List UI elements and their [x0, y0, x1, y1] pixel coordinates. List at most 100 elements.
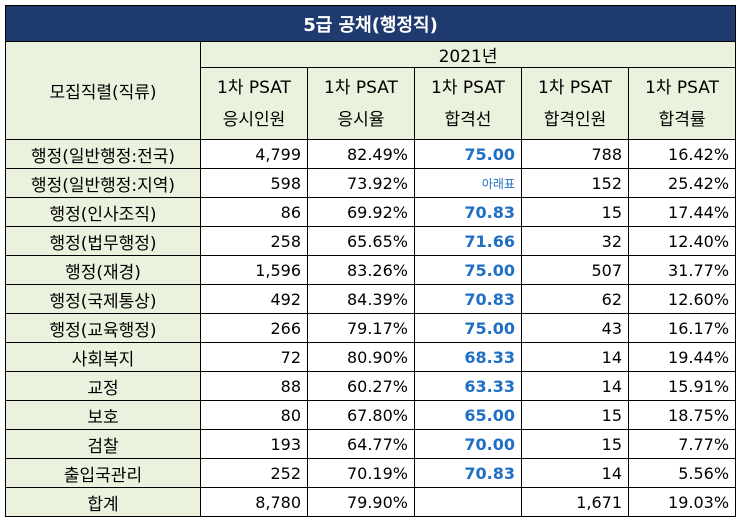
table-row: 행정(국제통상) 492 84.39% 70.83 62 12.60% [5, 284, 737, 314]
cutoff-note-cell: 아래표 [414, 168, 522, 198]
cutoff-cell: 75.00 [414, 313, 522, 343]
passers-cell: 15 [521, 400, 629, 430]
passrate-cell: 12.60% [627, 284, 737, 314]
passers-cell: 32 [521, 226, 629, 256]
cutoff-header-line2: 합격선 [444, 109, 492, 130]
passrate-cell: 18.75% [627, 400, 737, 430]
applicants-cell: 88 [200, 371, 308, 401]
row-label: 교정 [5, 371, 201, 401]
passrate-cell: 19.03% [627, 487, 737, 517]
row-label: 행정(교육행정) [5, 313, 201, 343]
row-label: 행정(일반행정:전국) [5, 139, 201, 169]
table-row: 교정 88 60.27% 63.33 14 15.91% [5, 371, 737, 401]
rate-cell: 82.49% [307, 139, 415, 169]
applicants-cell: 80 [200, 400, 308, 430]
passrate-cell: 16.42% [627, 139, 737, 169]
cutoff-cell [414, 487, 522, 517]
applicants-cell: 72 [200, 342, 308, 372]
passers-header: 1차 PSAT 합격인원 [521, 67, 629, 140]
passers-cell: 15 [521, 429, 629, 459]
passrate-cell: 19.44% [627, 342, 737, 372]
passers-cell: 15 [521, 197, 629, 227]
year-header: 2021년 [199, 41, 737, 68]
rate-header-line1: 1차 PSAT [324, 77, 398, 98]
applicants-header-line1: 1차 PSAT [217, 77, 291, 98]
passers-header-line1: 1차 PSAT [538, 77, 612, 98]
row-label: 보호 [5, 400, 201, 430]
rate-cell: 64.77% [307, 429, 415, 459]
table-row: 행정(일반행정:지역) 598 73.92% 아래표 152 25.42% [5, 168, 737, 198]
applicants-cell: 252 [200, 458, 308, 488]
passrate-header-line1: 1차 PSAT [645, 77, 719, 98]
rate-cell: 70.19% [307, 458, 415, 488]
table-row: 행정(일반행정:전국) 4,799 82.49% 75.00 788 16.42… [5, 139, 737, 169]
row-label: 출입국관리 [5, 458, 201, 488]
applicants-cell: 258 [200, 226, 308, 256]
passrate-cell: 5.56% [627, 458, 737, 488]
rate-cell: 79.17% [307, 313, 415, 343]
table-row: 사회복지 72 80.90% 68.33 14 19.44% [5, 342, 737, 372]
table-title: 5급 공채(행정직) [4, 5, 737, 42]
passers-cell: 507 [521, 255, 629, 285]
table-row: 행정(재경) 1,596 83.26% 75.00 507 31.77% [5, 255, 737, 285]
passers-cell: 152 [521, 168, 629, 198]
passrate-cell: 16.17% [627, 313, 737, 343]
row-label: 행정(인사조직) [5, 197, 201, 227]
table-row: 행정(교육행정) 266 79.17% 75.00 43 16.17% [5, 313, 737, 343]
table-row: 보호 80 67.80% 65.00 15 18.75% [5, 400, 737, 430]
cutoff-cell: 70.83 [414, 197, 522, 227]
passers-cell: 14 [521, 458, 629, 488]
cutoff-cell: 75.00 [414, 255, 522, 285]
passers-cell: 1,671 [521, 487, 629, 517]
passers-cell: 788 [521, 139, 629, 169]
applicants-cell: 492 [200, 284, 308, 314]
applicants-cell: 4,799 [200, 139, 308, 169]
rate-cell: 83.26% [307, 255, 415, 285]
applicants-cell: 266 [200, 313, 308, 343]
total-label: 합계 [5, 487, 201, 517]
row-label: 행정(법무행정) [5, 226, 201, 256]
table-row: 행정(인사조직) 86 69.92% 70.83 15 17.44% [5, 197, 737, 227]
passrate-cell: 15.91% [627, 371, 737, 401]
cutoff-cell: 70.83 [414, 284, 522, 314]
passers-cell: 43 [521, 313, 629, 343]
cutoff-cell: 63.33 [414, 371, 522, 401]
table-row: 출입국관리 252 70.19% 70.83 14 5.56% [5, 458, 737, 488]
row-label: 검찰 [5, 429, 201, 459]
passers-header-line2: 합격인원 [543, 109, 607, 130]
rate-cell: 73.92% [307, 168, 415, 198]
applicants-cell: 1,596 [200, 255, 308, 285]
passrate-cell: 12.40% [627, 226, 737, 256]
passrate-header-line2: 합격률 [658, 109, 706, 130]
table-body: 행정(일반행정:전국) 4,799 82.49% 75.00 788 16.42… [5, 139, 737, 517]
cutoff-header-line1: 1차 PSAT [431, 77, 505, 98]
passrate-cell: 17.44% [627, 197, 737, 227]
passers-cell: 14 [521, 371, 629, 401]
cutoff-header: 1차 PSAT 합격선 [414, 67, 522, 140]
row-label: 행정(국제통상) [5, 284, 201, 314]
table-row: 행정(법무행정) 258 65.65% 71.66 32 12.40% [5, 226, 737, 256]
rate-cell: 69.92% [307, 197, 415, 227]
total-row: 합계 8,780 79.90% 1,671 19.03% [5, 487, 737, 517]
cutoff-cell: 65.00 [414, 400, 522, 430]
applicants-header: 1차 PSAT 응시인원 [200, 67, 308, 140]
row-label: 사회복지 [5, 342, 201, 372]
applicants-cell: 86 [200, 197, 308, 227]
rate-cell: 60.27% [307, 371, 415, 401]
category-header: 모집직렬(직류) [5, 41, 201, 140]
rate-cell: 84.39% [307, 284, 415, 314]
results-table: 5급 공채(행정직) 모집직렬(직류) 2021년 1차 PSAT 응시인원 1… [4, 5, 737, 517]
passrate-cell: 31.77% [627, 255, 737, 285]
cutoff-cell: 75.00 [414, 139, 522, 169]
table-row: 검찰 193 64.77% 70.00 15 7.77% [5, 429, 737, 459]
cutoff-cell: 71.66 [414, 226, 522, 256]
passers-cell: 62 [521, 284, 629, 314]
rate-header-line2: 응시율 [337, 109, 385, 130]
rate-cell: 65.65% [307, 226, 415, 256]
cutoff-cell: 68.33 [414, 342, 522, 372]
applicants-header-line2: 응시인원 [222, 109, 286, 130]
applicants-cell: 8,780 [200, 487, 308, 517]
rate-cell: 67.80% [307, 400, 415, 430]
rate-cell: 80.90% [307, 342, 415, 372]
rate-cell: 79.90% [307, 487, 415, 517]
